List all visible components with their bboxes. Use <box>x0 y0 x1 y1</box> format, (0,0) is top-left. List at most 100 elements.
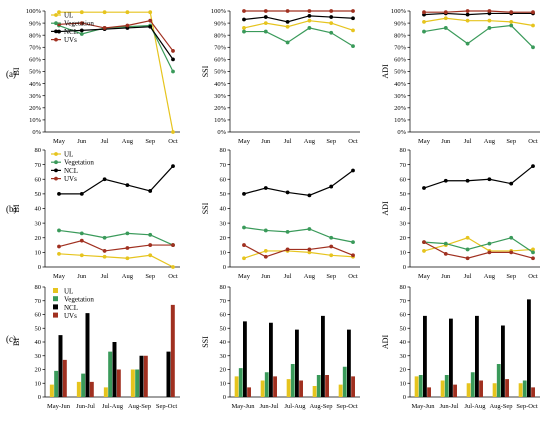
data-point-ul <box>443 16 448 21</box>
data-point-vegetation <box>351 240 355 245</box>
bar-uvs <box>427 387 431 397</box>
bar-ncl <box>527 299 531 397</box>
x-tick-label: May <box>53 273 66 280</box>
data-point-ncl <box>285 19 290 24</box>
data-point-uvs <box>465 9 470 13</box>
data-point-ul <box>102 254 107 259</box>
bar-ul <box>466 383 471 397</box>
y-tick-label: 70 <box>220 162 227 169</box>
y-tick-label: 70 <box>400 162 407 169</box>
data-point-ncl <box>307 13 312 18</box>
y-tick-label: 70 <box>35 162 42 169</box>
data-point-vegetation <box>487 26 492 30</box>
y-tick-label: 90% <box>29 20 42 27</box>
data-point-vegetation <box>79 32 84 36</box>
data-point-vegetation <box>285 40 290 45</box>
y-tick-label: 20% <box>29 105 42 112</box>
data-point-uvs <box>422 240 426 245</box>
x-tick-label: May-Jun <box>411 403 435 410</box>
data-point-uvs <box>329 9 334 13</box>
data-point-vegetation <box>285 230 290 234</box>
data-point-ul <box>422 19 426 24</box>
y-tick-label: 80% <box>214 32 227 39</box>
y-tick-label: 20 <box>220 367 227 374</box>
y-tick-label: 40 <box>35 339 42 346</box>
legend-label: NCL <box>64 304 78 312</box>
legend-swatch <box>53 312 58 318</box>
y-tick-label: 60% <box>394 57 407 64</box>
bar-uvs <box>89 381 94 397</box>
x-tick-label: Aug <box>304 138 316 145</box>
data-point-vegetation <box>487 241 492 246</box>
y-tick-label: 10% <box>29 117 42 124</box>
y-tick-label: 50 <box>35 191 42 198</box>
y-tick-label: 80 <box>35 284 42 291</box>
bar-ncl <box>243 321 247 397</box>
series-line-vegetation <box>243 226 354 243</box>
chart-a-bi: 0% 10% 20% 30% 40% 50% 60% 70% 80% 90% 100% BI May Ju… <box>12 8 180 145</box>
bar-uvs <box>325 375 329 397</box>
y-tick-label: 10 <box>220 380 227 387</box>
legend-label: UVs <box>64 175 77 183</box>
x-tick-label: May <box>238 138 251 145</box>
legend-label: NCL <box>64 28 78 36</box>
y-tick-label: 80% <box>394 32 407 39</box>
y-tick-label: 10% <box>214 117 227 124</box>
y-tick-label: 90% <box>214 20 227 27</box>
legend-swatch <box>53 296 58 302</box>
x-tick-label: Aug <box>122 138 134 145</box>
series-line-ncl <box>243 169 354 196</box>
bar-ul <box>338 384 343 397</box>
x-tick-label: Jul <box>464 273 472 280</box>
bar-ncl <box>139 355 144 397</box>
y-tick-label: 20% <box>214 105 227 112</box>
y-tick-label: 80 <box>220 147 227 154</box>
series-line-ul <box>243 250 354 259</box>
row-label: (a) <box>6 69 16 79</box>
x-tick-label: Sep <box>506 138 516 145</box>
x-tick-label: Oct <box>348 273 358 280</box>
bar-ul <box>49 384 54 397</box>
y-tick-label: 0 <box>223 394 226 401</box>
data-point-ncl <box>171 164 175 168</box>
x-tick-label: Sep <box>326 138 336 145</box>
data-point-uvs <box>422 10 426 15</box>
data-point-vegetation <box>509 235 514 240</box>
series-line-uvs <box>424 10 533 13</box>
legend-label: UVs <box>64 312 77 320</box>
bar-ul <box>130 369 135 397</box>
data-point-ul <box>125 256 130 261</box>
legend-label: NCL <box>64 167 78 175</box>
x-tick-label: Jul <box>101 138 109 145</box>
data-point-uvs <box>487 9 492 13</box>
bar-uvs <box>273 376 277 397</box>
y-tick-label: 10% <box>394 117 407 124</box>
y-tick-label: 60 <box>400 176 407 183</box>
x-tick-label: Oct <box>528 138 538 145</box>
y-tick-label: 10 <box>35 380 42 387</box>
bar-vegetation <box>342 366 347 397</box>
data-point-ul <box>102 10 107 15</box>
chart-c-adi: 0 10 20 30 40 50 60 70 80 ADI May-Jun Jun-Jul Jul-Au… <box>381 284 540 410</box>
y-axis-label: ADI <box>381 335 390 350</box>
series-line-ncl <box>423 12 533 16</box>
series-line-ul <box>423 237 534 252</box>
y-tick-label: 20 <box>35 235 42 242</box>
data-point-ncl <box>465 12 470 17</box>
legend-swatch <box>53 304 58 310</box>
x-tick-label: Jun <box>77 138 87 145</box>
y-tick-label: 30% <box>394 93 407 100</box>
data-point-uvs <box>465 256 470 261</box>
y-axis-label: ADI <box>381 201 390 216</box>
bar-vegetation <box>264 372 269 397</box>
legend-label: Vegetation <box>64 20 94 28</box>
y-tick-label: 10 <box>400 250 407 257</box>
x-tick-label: May-Jun <box>231 403 255 410</box>
y-tick-label: 0 <box>403 394 406 401</box>
data-point-ul <box>465 18 470 23</box>
bar-ncl <box>166 351 171 397</box>
data-point-vegetation <box>307 227 312 231</box>
data-point-vegetation <box>329 235 334 240</box>
data-point-uvs <box>125 23 130 28</box>
data-point-ncl <box>329 15 334 19</box>
